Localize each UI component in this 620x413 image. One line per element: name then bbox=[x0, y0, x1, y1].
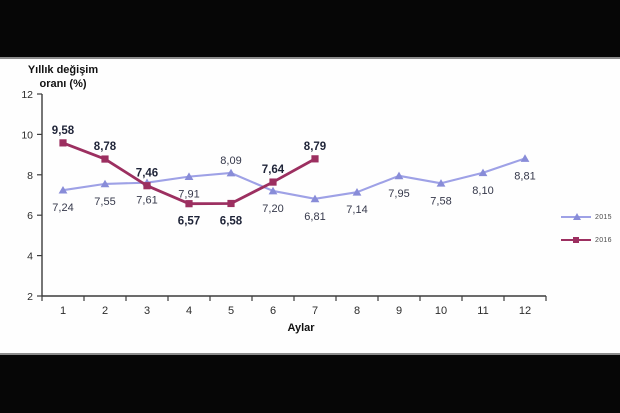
svg-text:6,57: 6,57 bbox=[178, 216, 200, 228]
legend-label-2015: 2015 bbox=[595, 213, 612, 221]
square-marker-icon bbox=[573, 237, 579, 243]
svg-text:6,81: 6,81 bbox=[304, 211, 325, 223]
svg-text:2: 2 bbox=[27, 291, 33, 303]
svg-text:10: 10 bbox=[21, 129, 33, 141]
y-axis-title-line2: oranı (%) bbox=[39, 78, 87, 90]
svg-text:10: 10 bbox=[435, 305, 447, 317]
svg-text:1: 1 bbox=[60, 305, 66, 317]
legend-line-2015 bbox=[561, 213, 591, 220]
svg-text:7,55: 7,55 bbox=[94, 196, 115, 208]
svg-text:8,78: 8,78 bbox=[94, 141, 117, 153]
legend-item-2015: 2015 bbox=[561, 211, 617, 223]
svg-text:4: 4 bbox=[186, 305, 192, 317]
svg-text:8: 8 bbox=[27, 170, 33, 182]
svg-text:8,81: 8,81 bbox=[514, 170, 535, 182]
x-axis-title: Aylar bbox=[287, 322, 315, 334]
svg-text:7,91: 7,91 bbox=[178, 189, 199, 201]
svg-text:4: 4 bbox=[27, 251, 33, 263]
svg-text:7: 7 bbox=[312, 305, 318, 317]
svg-text:7,58: 7,58 bbox=[430, 195, 451, 207]
svg-text:7,46: 7,46 bbox=[136, 168, 158, 180]
svg-text:6: 6 bbox=[270, 305, 276, 317]
svg-text:7,14: 7,14 bbox=[346, 204, 367, 216]
svg-text:8: 8 bbox=[354, 305, 360, 317]
legend-item-2016: 2016 bbox=[561, 234, 617, 246]
triangle-marker-icon bbox=[573, 213, 581, 220]
svg-text:9,58: 9,58 bbox=[52, 125, 75, 137]
bottom-letterbox-bar bbox=[0, 353, 620, 413]
svg-text:8,10: 8,10 bbox=[472, 185, 493, 197]
svg-text:8,79: 8,79 bbox=[304, 141, 326, 153]
svg-text:7,20: 7,20 bbox=[262, 203, 283, 215]
y-axis-title-line1: Yıllık değişim bbox=[27, 64, 99, 76]
legend: 2015 2016 bbox=[561, 211, 617, 257]
svg-text:7,64: 7,64 bbox=[262, 164, 285, 176]
svg-text:2: 2 bbox=[102, 305, 108, 317]
svg-text:3: 3 bbox=[144, 305, 150, 317]
top-letterbox-bar bbox=[0, 0, 620, 59]
svg-text:7,95: 7,95 bbox=[388, 188, 409, 200]
svg-text:9: 9 bbox=[396, 305, 402, 317]
legend-label-2016: 2016 bbox=[595, 236, 612, 244]
svg-text:7,24: 7,24 bbox=[52, 202, 73, 214]
svg-text:6: 6 bbox=[27, 210, 33, 222]
svg-text:8,09: 8,09 bbox=[220, 155, 241, 167]
svg-text:11: 11 bbox=[477, 305, 488, 317]
y-axis-title: Yıllık değişim oranı (%) bbox=[18, 63, 108, 91]
svg-text:5: 5 bbox=[228, 305, 234, 317]
svg-text:7,61: 7,61 bbox=[136, 195, 157, 207]
legend-line-2016 bbox=[561, 237, 591, 243]
svg-text:12: 12 bbox=[519, 305, 531, 317]
svg-text:12: 12 bbox=[21, 89, 33, 101]
svg-text:6,58: 6,58 bbox=[220, 215, 243, 227]
